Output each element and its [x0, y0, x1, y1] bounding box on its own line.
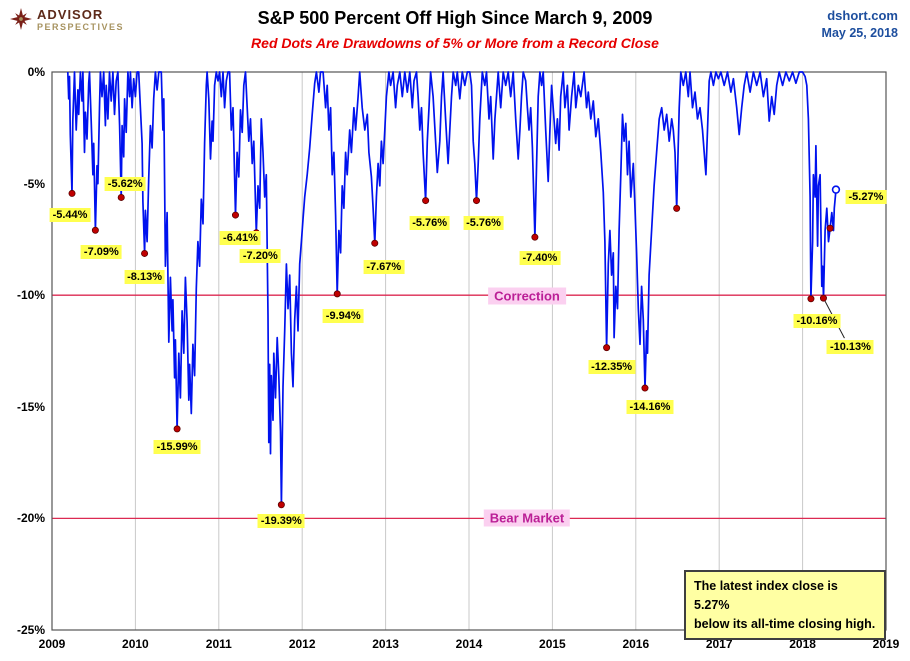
latest-close-note: The latest index close is 5.27% below it…: [684, 570, 886, 641]
site-link[interactable]: dshort.com: [827, 8, 898, 23]
drawdown-dot: [531, 233, 539, 241]
compass-star-icon: [10, 8, 32, 30]
drawdown-dot: [371, 239, 379, 247]
drawdown-dot: [277, 501, 285, 509]
logo-advisor-text: ADVISOR: [37, 7, 104, 22]
note-line-1: The latest index close is 5.27%: [694, 579, 838, 612]
drawdown-dot: [422, 197, 430, 205]
latest-close-dot: [831, 185, 841, 194]
drawdown-dot: [91, 226, 99, 234]
drawdown-dot: [68, 189, 76, 197]
drawdown-dot: [141, 249, 149, 257]
correction-line-label: Correction: [488, 287, 566, 305]
page-title: S&P 500 Percent Off High Since March 9, …: [257, 8, 653, 28]
drawdown-dot: [641, 384, 649, 392]
drawdown-dot: [473, 197, 481, 205]
drawdown-dot: [333, 290, 341, 298]
drawdown-series-line: [66, 71, 837, 506]
note-line-2: below its all-time closing high.: [694, 616, 876, 631]
logo-perspectives-text: PERSPECTIVES: [37, 22, 125, 32]
drawdown-dot: [826, 224, 834, 232]
advisor-perspectives-logo: ADVISOR PERSPECTIVES: [10, 8, 124, 32]
drawdown-dot: [807, 295, 815, 303]
source-block: dshort.com May 25, 2018: [822, 8, 898, 40]
chart-date: May 25, 2018: [821, 26, 898, 40]
drawdown-dot: [231, 211, 239, 219]
chart-subtitle: Red Dots Are Drawdowns of 5% or More fro…: [251, 35, 659, 51]
bear-market-line-label: Bear Market: [483, 509, 571, 527]
drawdown-dot: [819, 294, 827, 302]
drawdown-dot: [252, 229, 260, 237]
drawdown-dot: [673, 204, 681, 212]
drawdown-dot: [603, 344, 611, 352]
drawdown-dot: [117, 193, 125, 201]
label-leader-line: [823, 297, 845, 339]
drawdown-dot: [173, 425, 181, 433]
